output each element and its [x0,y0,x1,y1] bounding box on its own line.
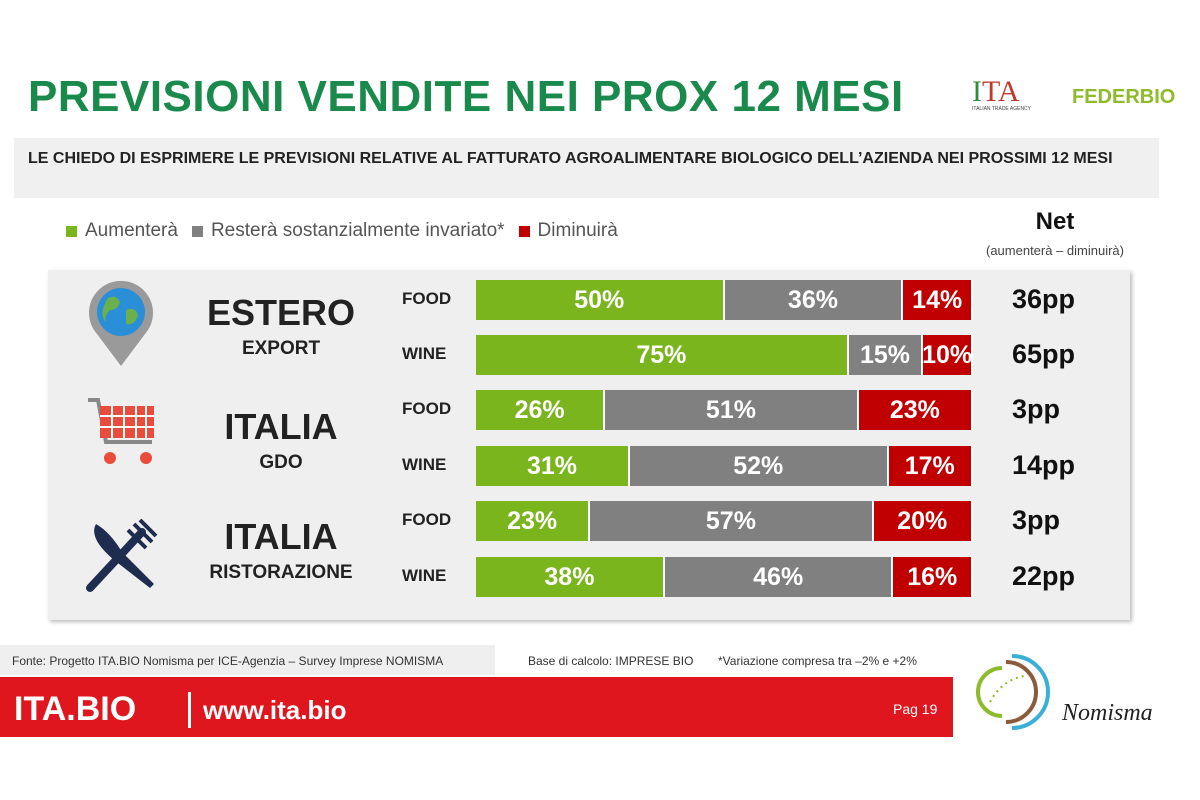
nomisma-logo: Nomisma [1062,700,1153,726]
bar-segment: 16% [893,557,973,597]
net-value: 22pp [1012,561,1076,591]
bar-segment: 36% [724,280,904,320]
group-title-estero: ESTERO [206,292,356,333]
chart-legend: Aumenterà Resterà sostanzialmente invari… [66,220,618,242]
bar-segment: 15% [848,335,924,375]
category-label: WINE [402,455,447,474]
legend-label: Diminuirà [537,220,618,241]
stacked-bar: 31% 52% 17% [476,446,973,486]
bar-segment: 46% [664,557,894,597]
net-title: Net [1035,208,1075,235]
legend-swatch [518,225,530,237]
category-label: WINE [402,344,447,363]
footer-divider [188,692,191,728]
source-note: Fonte: Progetto ITA.BIO Nomisma per ICE-… [12,654,444,668]
bar-segment: 26% [476,390,606,430]
bar-segment: 10% [923,335,973,375]
net-value: 36pp [1012,284,1076,314]
globe-pin-icon [89,280,153,366]
legend-label: Resterà sostanzialmente invariato* [210,220,505,241]
shopping-cart-icon [88,398,154,464]
variation-note: *Variazione compresa tra –2% e +2% [718,654,917,668]
legend-item-invariato: Resterà sostanzialmente invariato* [191,220,505,242]
eu-organic-logo [976,654,1050,730]
itabio-brand: ITA.BIO [14,690,137,728]
stacked-bar: 38% 46% 16% [476,557,973,597]
question-text: LE CHIEDO DI ESPRIMERE LE PREVISIONI REL… [14,138,1159,198]
fork-knife-icon [86,518,158,592]
net-value: 3pp [1012,505,1061,535]
page-number: Pag 19 [893,701,938,717]
stacked-bar: 50% 36% 14% [476,280,973,320]
footer-bar [0,677,953,737]
page-title: PREVISIONI VENDITE NEI PROX 12 MESI [28,72,904,121]
bar-segment: 57% [590,501,874,541]
legend-swatch [191,225,203,237]
category-label: FOOD [402,289,452,308]
bar-segment: 23% [476,501,591,541]
stacked-bar: 23% 57% 20% [476,501,973,541]
bar-segment: 51% [605,390,859,430]
group-subtitle-ristorazione: RISTORAZIONE [209,562,353,583]
ita-logo-subtitle: ITALIAN TRADE AGENCY [972,106,1031,112]
group-subtitle-gdo: GDO [259,452,303,473]
ita-logo: ITA ITALIAN TRADE AGENCY [972,75,1031,113]
bar-segment: 75% [476,335,849,375]
base-note: Base di calcolo: IMPRESE BIO [528,654,694,668]
net-value: 3pp [1012,394,1061,424]
group-title-italia-gdo: ITALIA [224,406,338,447]
legend-item-diminuira: Diminuirà [518,220,618,242]
website-link[interactable]: www.ita.bio [203,695,347,725]
net-value: 14pp [1012,450,1076,480]
category-label: WINE [402,566,447,585]
bar-segment: 20% [873,501,973,541]
stacked-bar: 75% 15% 10% [476,335,973,375]
bar-segment: 52% [630,446,889,486]
group-subtitle-export: EXPORT [241,338,321,359]
bar-segment: 23% [858,390,973,430]
group-title-italia-ristorazione: ITALIA [224,516,338,557]
legend-swatch [66,225,77,237]
legend-item-aumentera: Aumenterà [66,220,178,242]
legend-label: Aumenterà [85,220,178,241]
stacked-bar: 26% 51% 23% [476,390,973,430]
category-label: FOOD [402,510,452,529]
bar-segment: 38% [476,557,665,597]
bar-segment: 50% [476,280,725,320]
bar-segment: 14% [903,280,973,320]
source-background [0,645,495,675]
category-label: FOOD [402,399,452,418]
bar-segment: 31% [476,446,631,486]
net-value: 65pp [1012,339,1076,369]
federbio-logo: FEDERBIO [1072,86,1176,108]
bar-segment: 17% [888,446,973,486]
net-subtitle: (aumenterà – diminuirà) [985,243,1124,258]
